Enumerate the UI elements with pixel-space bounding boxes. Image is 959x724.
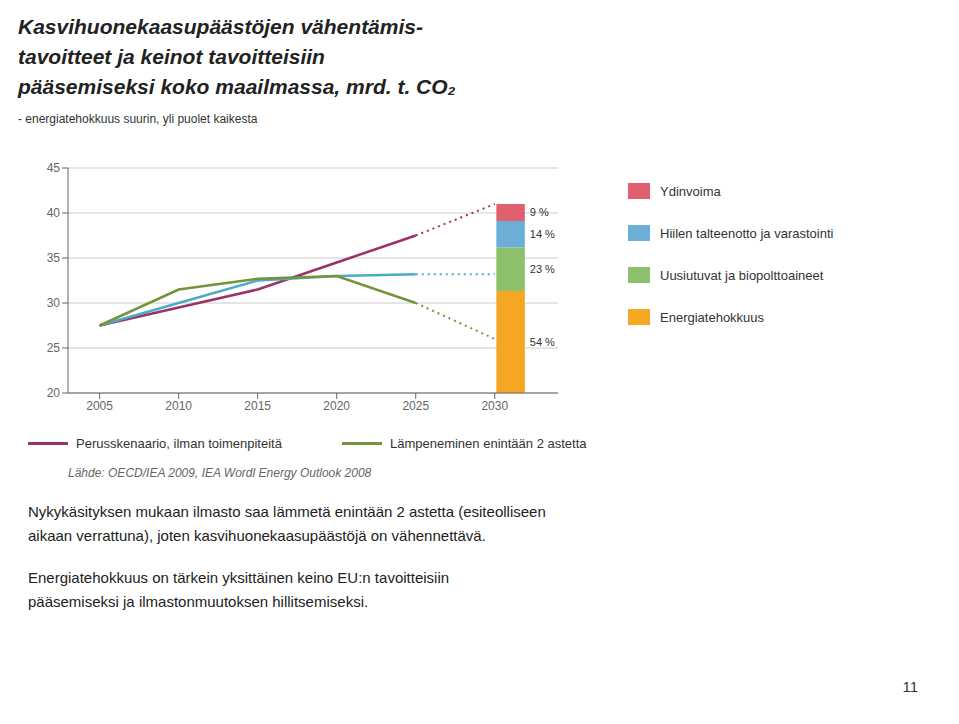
html-text:- energiatehokkuus suurin, yli: - energiatehokkuus suurin, yli puolet ka… — [18, 112, 258, 126]
html-text:Lähde: OECD/IEA 2009, IEA Word: Lähde: OECD/IEA 2009, IEA Wordl Energy O… — [68, 466, 372, 480]
svg-text:54 %: 54 % — [530, 336, 555, 348]
html-text:Uusiutuvat ja biopolttoaineet: Uusiutuvat ja biopolttoaineet — [660, 267, 824, 283]
svg-text:23 %: 23 % — [530, 263, 555, 275]
html-text:Lämpeneminen enintään 2 astett: Lämpeneminen enintään 2 astetta — [389, 436, 587, 451]
html-text:Energiatehokkuus on tärkein yk: Energiatehokkuus on tärkein yksittäinen … — [28, 569, 450, 586]
svg-text:30: 30 — [47, 296, 61, 310]
svg-text:2030: 2030 — [481, 399, 508, 413]
html-text:Energiatehokkuus: Energiatehokkuus — [660, 309, 765, 325]
html-text:pääsemiseksi koko maailmassa,: pääsemiseksi koko maailmassa, mrd. t. CO… — [18, 75, 456, 98]
svg-text:9 %: 9 % — [530, 206, 549, 218]
html-text:Hiilen talteenotto ja varastoi: Hiilen talteenotto ja varastointi — [660, 225, 834, 241]
svg-text:40: 40 — [47, 206, 61, 220]
svg-text:2010: 2010 — [165, 399, 192, 413]
svg-text:20: 20 — [47, 386, 61, 400]
svg-text:14 %: 14 % — [530, 228, 555, 240]
svg-text:2005: 2005 — [86, 399, 113, 413]
html-text:Ydinvoima: Ydinvoima — [660, 183, 721, 199]
html-text:11: 11 — [902, 678, 918, 695]
html-text:tavoitteet ja keinot tavoittei: tavoitteet ja keinot tavoitteisiin — [18, 45, 325, 68]
html-text:Perusskenaario, ilman toimenpi: Perusskenaario, ilman toimenpiteitä — [76, 436, 282, 451]
html-text:pääsemiseksi ja ilmastonmuutok: pääsemiseksi ja ilmastonmuutoksen hillit… — [28, 593, 369, 610]
svg-text:2025: 2025 — [402, 399, 429, 413]
svg-text:35: 35 — [47, 251, 61, 265]
svg-text:2015: 2015 — [244, 399, 271, 413]
svg-text:2020: 2020 — [323, 399, 350, 413]
svg-text:25: 25 — [47, 341, 61, 355]
svg-text:45: 45 — [47, 161, 61, 175]
html-text:Kasvihuonekaasupäästöjen vähen: Kasvihuonekaasupäästöjen vähentämis- — [18, 15, 423, 38]
html-text:Nykykäsityksen mukaan ilmasto: Nykykäsityksen mukaan ilmasto saa lämmet… — [28, 503, 546, 520]
html-text:aikaan verrattuna), joten kasv: aikaan verrattuna), joten kasvihuonekaas… — [28, 527, 486, 544]
